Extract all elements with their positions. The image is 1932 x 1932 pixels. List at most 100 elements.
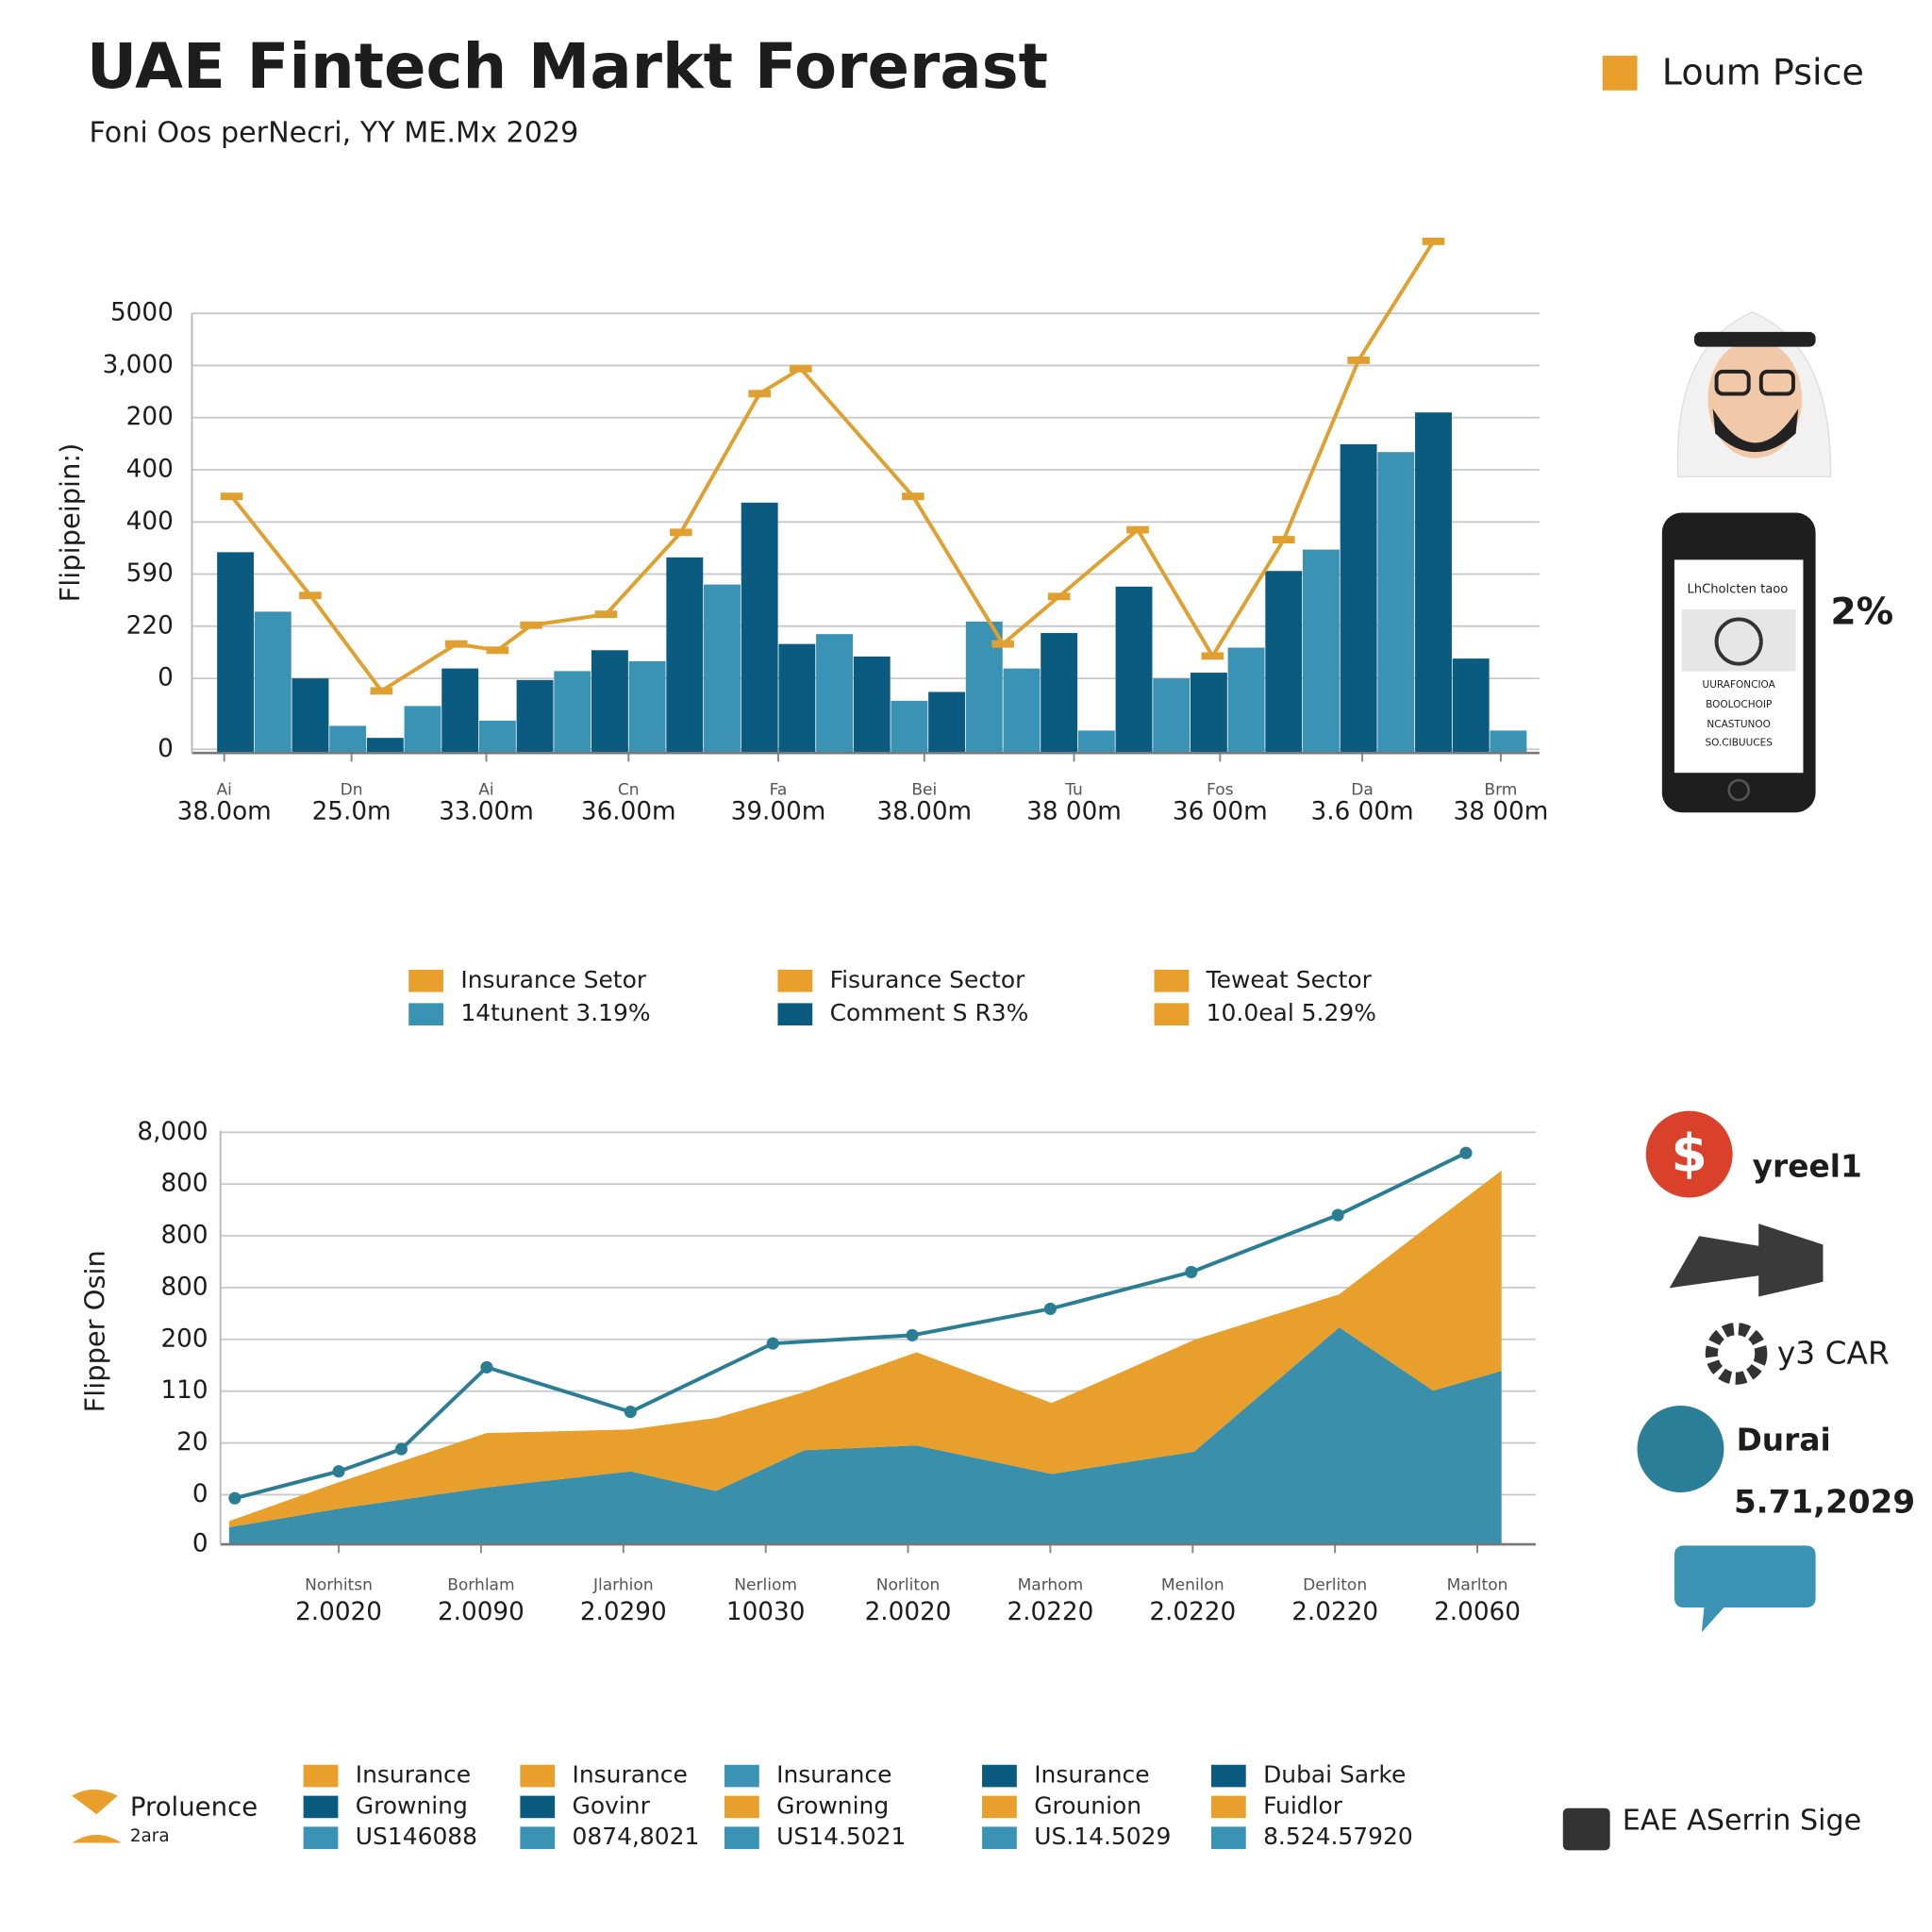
legend-label: 14tunent 3.19% — [460, 999, 650, 1026]
line-marker — [902, 492, 924, 501]
x-tick-sublabel: Tu — [1064, 781, 1083, 800]
legend-swatch — [303, 1795, 339, 1819]
legend-swatch — [1602, 56, 1638, 91]
bar — [853, 656, 891, 754]
x-tick-label: 39.00m — [731, 798, 826, 826]
bar — [1041, 633, 1078, 754]
line-marker — [394, 1442, 408, 1456]
x-tick-label: 38 00m — [1454, 798, 1549, 826]
avatar — [1676, 311, 1832, 478]
y-tick-label: 8,000 — [137, 1118, 208, 1146]
bar — [1003, 668, 1041, 754]
bar — [291, 678, 329, 754]
y-tick-label: 800 — [160, 1170, 208, 1198]
legend-label: Fuidlor — [1263, 1791, 1343, 1819]
x-tick-sublabel: Derliton — [1303, 1575, 1367, 1594]
percent: 2% — [1830, 591, 1893, 634]
line-marker — [1272, 536, 1295, 544]
y-axis-label: Flipipeipin:) — [54, 443, 86, 603]
y-tick-label: 400 — [126, 455, 174, 483]
legend-label: Growning — [776, 1791, 889, 1819]
y-tick-label: 220 — [126, 611, 174, 640]
x-tick-sublabel: Marhom — [1018, 1575, 1084, 1594]
legend-label: 8.524.57920 — [1263, 1823, 1413, 1850]
x-tick-sublabel: Jlarhion — [592, 1575, 654, 1594]
y-axis-label: Flipper Osin — [78, 1250, 110, 1412]
legend-label: Insurance — [1034, 1761, 1149, 1789]
x-tick-label: 2.0290 — [580, 1598, 667, 1626]
x-tick-sublabel: Borhlam — [447, 1575, 514, 1594]
phone-text: LhCholcten taoo — [1687, 582, 1788, 596]
icon-label: Durai — [1737, 1423, 1831, 1458]
x-tick-sublabel: Ai — [216, 781, 231, 800]
legend-label: Loum Psice — [1662, 51, 1864, 92]
legend-swatch — [1210, 1826, 1246, 1850]
legend-label: US146088 — [356, 1823, 477, 1850]
bar — [217, 552, 255, 754]
x-tick-label: 2.0020 — [865, 1598, 952, 1626]
bar — [478, 720, 516, 754]
legend-swatch — [724, 1764, 759, 1788]
badge-icon — [1637, 1406, 1724, 1492]
legend-swatch — [408, 1003, 443, 1026]
phone-text: UURAFONCIOA — [1703, 679, 1776, 691]
line-marker — [790, 364, 812, 373]
legend-label: 0874,8021 — [573, 1823, 700, 1850]
legend-label: Insurance — [356, 1761, 471, 1789]
legend-label: Insurance Setor — [460, 966, 646, 993]
legend-label: 10.0eal 5.29% — [1207, 999, 1376, 1026]
y-tick-label: 800 — [160, 1222, 208, 1250]
line — [230, 240, 1436, 694]
x-tick-sublabel: Ai — [478, 781, 493, 800]
bar — [628, 660, 666, 754]
line-marker — [520, 621, 542, 629]
legend-label: Comment S R3% — [830, 999, 1029, 1026]
y-tick-label: 0 — [158, 735, 174, 763]
line-marker — [670, 528, 692, 537]
y-tick-label: 5000 — [110, 299, 174, 327]
bar — [704, 584, 741, 754]
line-marker — [1331, 1208, 1344, 1222]
line-marker — [1047, 592, 1071, 601]
legend-swatch — [982, 1826, 1017, 1850]
line-marker — [480, 1360, 493, 1374]
line-marker — [594, 610, 618, 619]
legend-label: Insurance — [776, 1761, 891, 1789]
bar — [1265, 571, 1303, 754]
line-marker — [991, 640, 1014, 648]
bar — [741, 502, 778, 754]
bar — [666, 557, 704, 754]
x-tick-label: 38 00m — [1026, 798, 1122, 826]
line-marker — [220, 492, 243, 501]
x-tick-sublabel: Brm — [1484, 781, 1517, 800]
bar — [891, 700, 928, 754]
legend-swatch — [982, 1795, 1017, 1819]
x-tick-label: 10030 — [726, 1598, 806, 1626]
x-tick-sublabel: Fa — [770, 781, 788, 800]
legend-label: Growning — [356, 1791, 468, 1819]
arrow-icon — [1669, 1224, 1824, 1297]
x-tick-sublabel: Menilon — [1161, 1575, 1224, 1594]
line-marker — [1185, 1265, 1198, 1278]
legend-swatch — [777, 969, 813, 992]
bar — [366, 738, 404, 754]
line-marker — [1422, 237, 1445, 245]
area — [228, 1170, 1502, 1527]
bar — [1452, 658, 1490, 754]
line-marker — [906, 1328, 919, 1341]
x-tick-label: 2.0220 — [1149, 1598, 1236, 1626]
legend-swatch — [777, 1003, 813, 1026]
dollar-icon — [1645, 1110, 1733, 1198]
line-marker — [1126, 525, 1149, 534]
bar — [778, 643, 816, 754]
bar — [441, 668, 479, 754]
x-tick-label: 36 00m — [1173, 798, 1268, 826]
brand-logo — [72, 1790, 122, 1843]
bar — [1340, 443, 1377, 754]
x-tick-label: 38.00m — [876, 798, 972, 826]
x-tick-sublabel: Fos — [1207, 781, 1234, 800]
bar — [254, 611, 291, 754]
gear-icon — [1705, 1323, 1768, 1385]
